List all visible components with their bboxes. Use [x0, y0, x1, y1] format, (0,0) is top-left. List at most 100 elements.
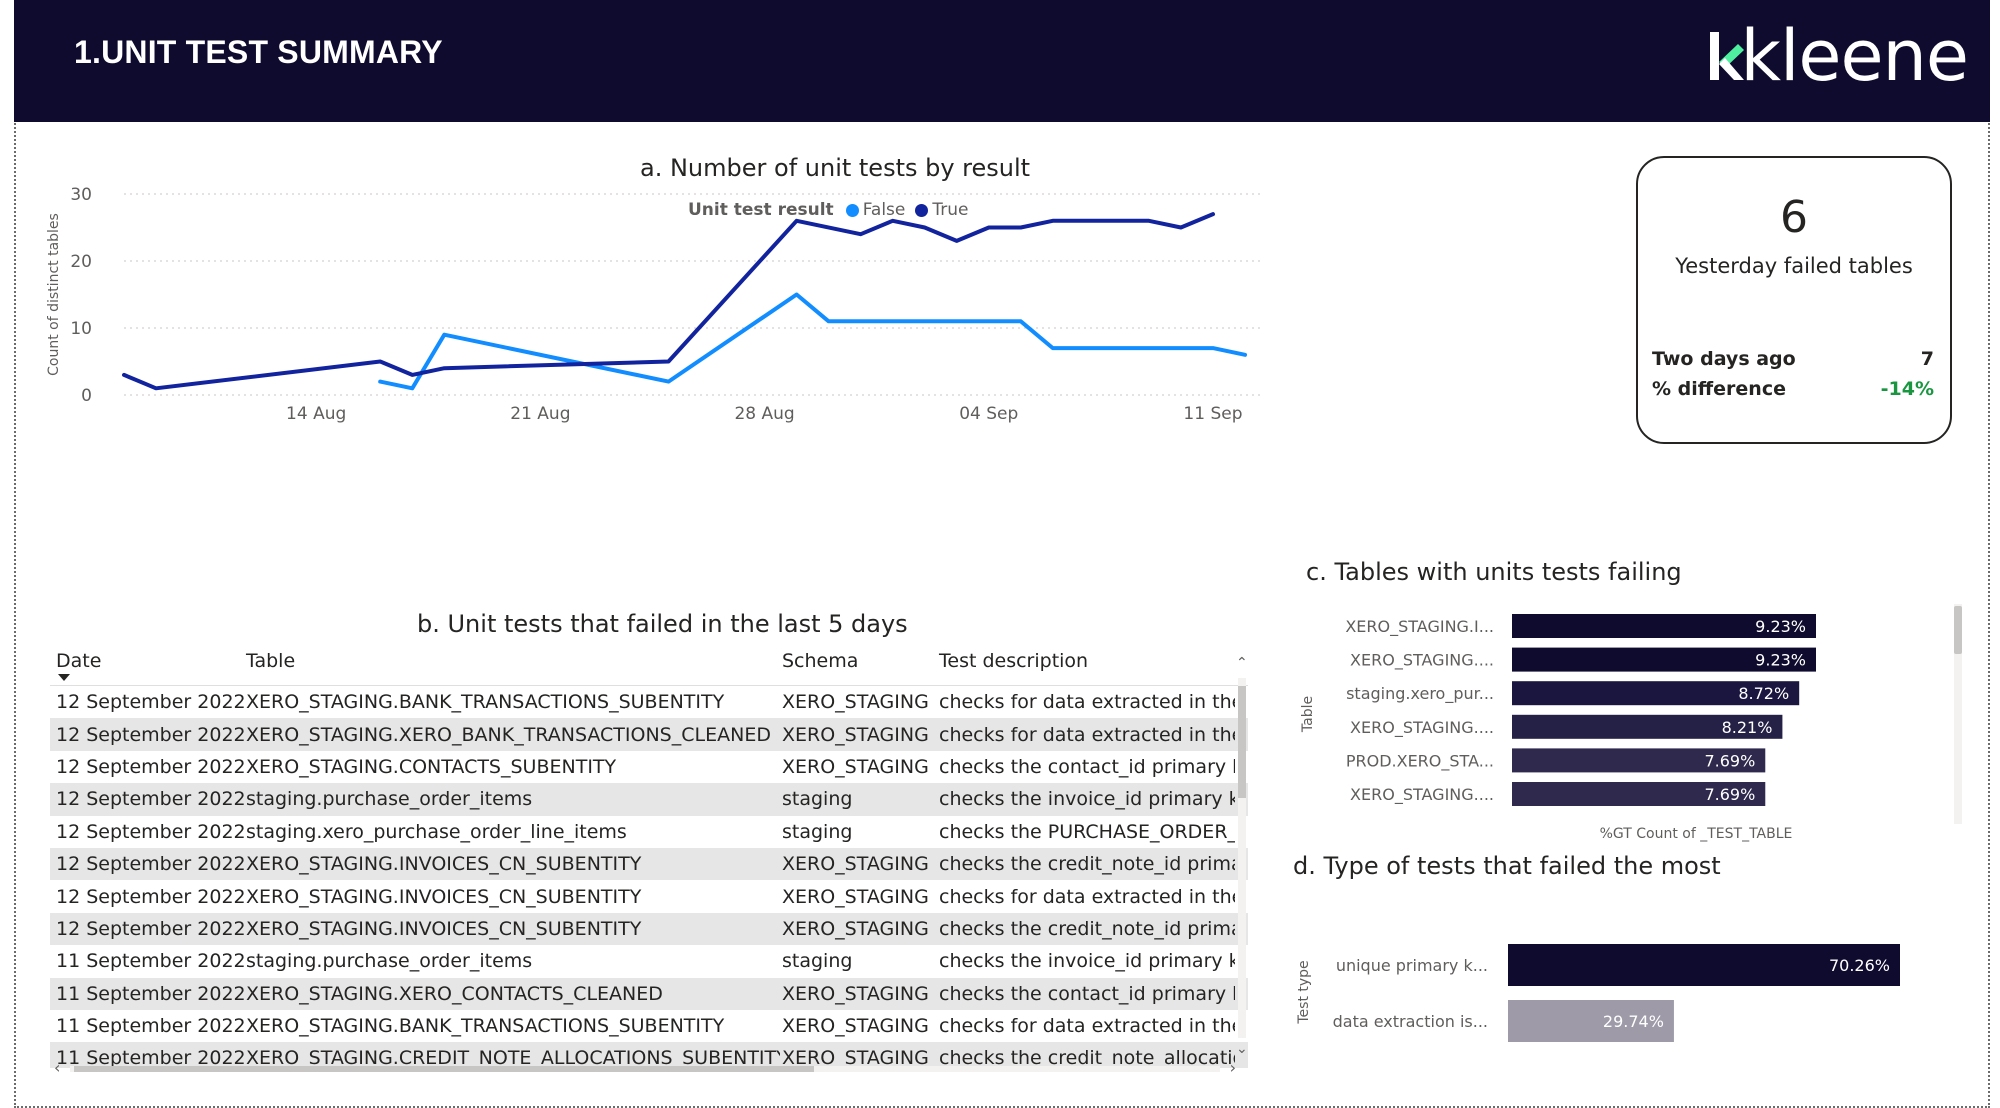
scroll-left-icon[interactable]: ‹: [54, 1058, 61, 1077]
table-horizontal-scrollbar[interactable]: ‹ ›: [50, 1058, 1236, 1077]
table-row[interactable]: 11 September 2022 staging.purchase_order_…: [50, 945, 1248, 977]
scroll-down-icon[interactable]: ⌄: [1236, 1041, 1248, 1057]
table-row[interactable]: 11 September 2022 XERO_STAGING.CREDIT_NOT…: [50, 1042, 1248, 1068]
test-types-chart-title: d. Type of tests that failed the most: [1293, 852, 1721, 880]
cell-date: 11 September 2022: [56, 1047, 244, 1068]
y-axis-label: Count of distinct tables: [46, 213, 62, 376]
report-canvas: [14, 0, 1990, 1108]
test-types-bar-chart[interactable]: Test type unique primary k... 70.26% data e…: [1286, 940, 1926, 1060]
x-tick-label: 28 Aug: [734, 404, 794, 424]
cell-table: XERO_STAGING.CONTACTS_SUBENTITY: [246, 755, 617, 778]
cell-table: XERO_STAGING.XERO_BANK_TRANSACTIONS_CLEA…: [246, 723, 771, 746]
table-title: b. Unit tests that failed in the last 5 …: [417, 610, 908, 638]
table-row[interactable]: 12 September 2022 staging.xero_purchase_o…: [50, 816, 1248, 848]
scroll-up-icon[interactable]: ⌃: [1236, 655, 1248, 671]
hscroll-thumb[interactable]: [74, 1066, 814, 1072]
table-row[interactable]: 12 September 2022 XERO_STAGING.INVOICES_C…: [50, 880, 1248, 912]
bar[interactable]: [1512, 614, 1816, 638]
cell-date: 12 September 2022: [56, 885, 244, 908]
cell-test-description: checks the credit_note_id primar: [939, 917, 1235, 940]
x-tick-label: 14 Aug: [286, 404, 346, 424]
column-header-schema[interactable]: Schema: [782, 650, 859, 672]
bar[interactable]: [1508, 1000, 1674, 1042]
bar-data-label: 7.69%: [1704, 751, 1755, 770]
cell-test-description: checks for data extracted in the p: [939, 885, 1235, 908]
line-chart-legend[interactable]: Unit test result False True: [688, 200, 974, 220]
bar[interactable]: [1512, 647, 1816, 672]
tables-failing-bar-chart[interactable]: Table XERO_STAGING.I... 9.23% XERO_STAGING.…: [1290, 606, 1850, 844]
scroll-thumb[interactable]: [1238, 686, 1246, 798]
bar-chart-y-axis-label: Table: [1300, 696, 1316, 733]
cell-schema: staging: [782, 950, 853, 973]
cell-test-description: checks the contact_id primary ke: [939, 755, 1235, 778]
bar-data-label: 8.72%: [1738, 684, 1789, 703]
table-row[interactable]: 12 September 2022 XERO_STAGING.INVOICES_C…: [50, 912, 1248, 946]
table-row[interactable]: 12 September 2022 XERO_STAGING.BANK_TRANS…: [50, 686, 1248, 718]
kpi-label: Yesterday failed tables: [1675, 254, 1913, 278]
table-row[interactable]: 12 September 2022 staging.purchase_order_…: [50, 783, 1248, 816]
kpi-row2-label: % difference: [1652, 378, 1786, 400]
y-tick-label: 0: [81, 386, 92, 406]
kpi-card[interactable]: 6 Yesterday failed tables Two days ago 7…: [1636, 156, 1952, 444]
bar[interactable]: [1512, 748, 1766, 773]
bar-data-label: 7.69%: [1704, 785, 1755, 804]
table-row[interactable]: 12 September 2022 XERO_STAGING.INVOICES_C…: [50, 847, 1248, 881]
cell-table: XERO_STAGING.INVOICES_CN_SUBENTITY: [246, 917, 642, 940]
kpi-row-two-days-ago: Two days ago 7: [1652, 348, 1934, 370]
legend-title: Unit test result: [688, 200, 834, 220]
cell-schema: staging: [782, 788, 853, 811]
series-line-false[interactable]: [378, 292, 1247, 391]
bar[interactable]: [1508, 944, 1900, 986]
cell-schema: staging: [782, 820, 853, 843]
table-header-row: Date Table Schema Test description: [50, 648, 1248, 686]
bar-chart-scrollbar[interactable]: [1954, 604, 1962, 824]
legend-item-false[interactable]: False: [845, 200, 906, 220]
bar-chart-scroll-thumb[interactable]: [1954, 606, 1962, 654]
cell-table: XERO_STAGING.XERO_CONTACTS_CLEANED: [246, 982, 663, 1005]
bar-chart-x-axis-label: %GT Count of _TEST_TABLE: [1600, 826, 1793, 842]
legend-false-label: False: [862, 200, 906, 220]
table-vertical-scrollbar[interactable]: ⌃ ⌄: [1236, 656, 1248, 1056]
y-tick-label: 10: [70, 319, 92, 339]
cell-table: staging.purchase_order_items: [246, 788, 533, 811]
cell-test-description: checks for data extracted in the p: [939, 691, 1235, 714]
y-tick-label: 30: [70, 185, 92, 205]
bar-category-label: unique primary k...: [1336, 956, 1488, 975]
cell-date: 12 September 2022: [56, 853, 244, 876]
cell-date: 11 September 2022: [56, 950, 244, 973]
table-row[interactable]: 11 September 2022 XERO_STAGING.BANK_TRANS…: [50, 1010, 1248, 1042]
kpi-row-difference: % difference -14%: [1652, 378, 1934, 400]
table-row[interactable]: 11 September 2022 XERO_STAGING.XERO_CONTA…: [50, 977, 1248, 1010]
x-tick-label: 21 Aug: [510, 404, 570, 424]
bar-category-label: data extraction is...: [1333, 1012, 1488, 1031]
cell-table: staging.xero_purchase_order_line_items: [246, 820, 627, 843]
failed-tests-table[interactable]: Date Table Schema Test description 12 Se…: [50, 648, 1248, 1068]
table-row[interactable]: 12 September 2022 XERO_STAGING.CONTACTS_S…: [50, 751, 1248, 783]
bar[interactable]: [1512, 714, 1783, 739]
cell-test-description: checks the contact_id primary ke: [939, 982, 1235, 1005]
bar-data-label: 70.26%: [1829, 956, 1890, 975]
column-header-table[interactable]: Table: [246, 650, 296, 672]
cell-date: 12 September 2022: [56, 917, 244, 940]
kleene-logo-icon: [1710, 32, 1745, 80]
legend-item-true[interactable]: True: [915, 200, 968, 220]
bar-category-label: XERO_STAGING....: [1350, 785, 1494, 805]
line-chart[interactable]: Count of distinct tables 0 10 20 30 14 Aug 21 …: [40, 145, 1600, 555]
scroll-right-icon[interactable]: ›: [1229, 1058, 1236, 1077]
kpi-row1-value: 7: [1920, 348, 1934, 370]
column-header-date[interactable]: Date: [50, 650, 244, 685]
line-chart-title: a. Number of unit tests by result: [640, 154, 1031, 182]
bar[interactable]: [1512, 782, 1766, 806]
series-line-true[interactable]: [122, 212, 1215, 391]
column-header-test-description[interactable]: Test description: [939, 650, 1089, 672]
bar-data-label: 9.23%: [1755, 617, 1806, 636]
bar-data-label: 29.74%: [1603, 1012, 1664, 1031]
table-row[interactable]: 12 September 2022 XERO_STAGING.XERO_BANK_…: [50, 718, 1248, 751]
cell-schema: XERO_STAGING: [782, 723, 929, 746]
bar[interactable]: [1512, 681, 1800, 706]
cell-date: 11 September 2022: [56, 982, 244, 1005]
cell-date: 11 September 2022: [56, 1015, 244, 1038]
cell-schema: XERO_STAGING: [782, 982, 929, 1005]
bar-chart-y-axis-label: Test type: [1296, 960, 1312, 1024]
logo-wordmark: kleene: [1740, 15, 1969, 97]
